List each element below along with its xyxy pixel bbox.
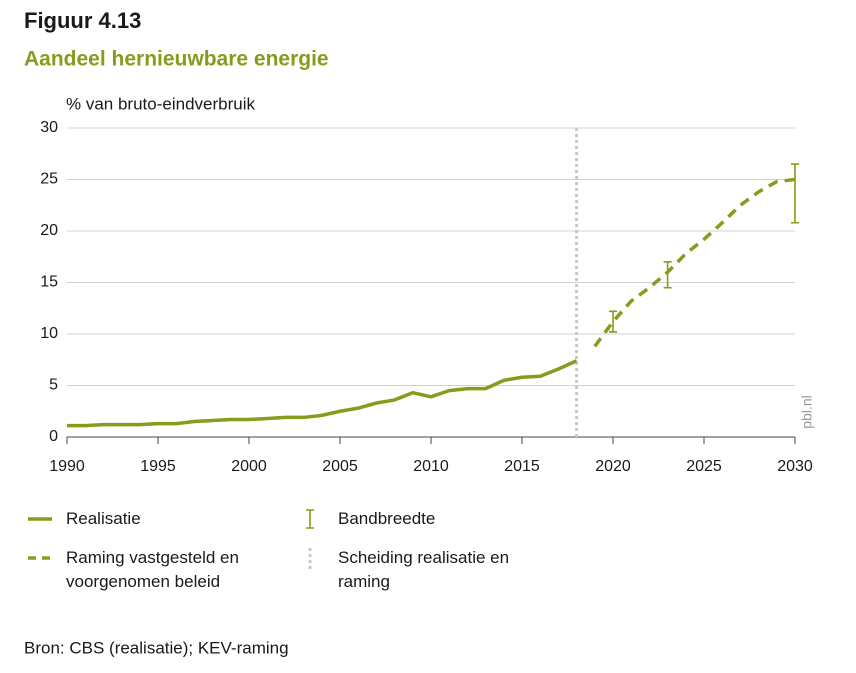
x-tick-label: 2010 xyxy=(413,458,449,475)
x-tick-label: 2030 xyxy=(777,458,813,475)
y-tick-label: 15 xyxy=(40,274,58,291)
chart-subtitle: Aandeel hernieuwbare energie xyxy=(24,48,329,71)
legend-symbol xyxy=(306,509,314,529)
watermark: pbl.nl xyxy=(799,395,815,428)
error-bar xyxy=(791,163,799,224)
legend-label: Scheiding realisatie en raming xyxy=(338,548,510,591)
x-tick-label: 2020 xyxy=(595,458,631,475)
x-tick-label: 2025 xyxy=(686,458,722,475)
chart-title: Figuur 4.13 xyxy=(24,8,141,33)
y-tick-label: 5 xyxy=(49,377,58,394)
x-tick-label: 2015 xyxy=(504,458,540,475)
series-line xyxy=(67,359,578,428)
x-tick-label: 2005 xyxy=(322,458,358,475)
y-axis-label: % van bruto-eindverbruik xyxy=(66,94,255,113)
y-tick-label: 20 xyxy=(40,222,58,239)
y-tick-label: 0 xyxy=(49,428,58,445)
x-tick-label: 1995 xyxy=(140,458,176,475)
x-tick-label: 1990 xyxy=(49,458,85,475)
legend-label: Realisatie xyxy=(66,509,141,528)
series-line xyxy=(593,177,796,348)
source: Bron: CBS (realisatie); KEV-raming xyxy=(24,638,289,657)
error-bar xyxy=(663,261,672,289)
legend-label: Bandbreedte xyxy=(338,509,436,528)
y-tick-label: 10 xyxy=(40,325,58,342)
error-bar xyxy=(609,310,617,333)
legend-label: Raming vastgesteld en voorgenomen beleid xyxy=(66,548,239,591)
y-tick-label: 30 xyxy=(40,119,58,136)
x-tick-label: 2000 xyxy=(231,458,267,475)
y-tick-label: 25 xyxy=(40,171,58,188)
